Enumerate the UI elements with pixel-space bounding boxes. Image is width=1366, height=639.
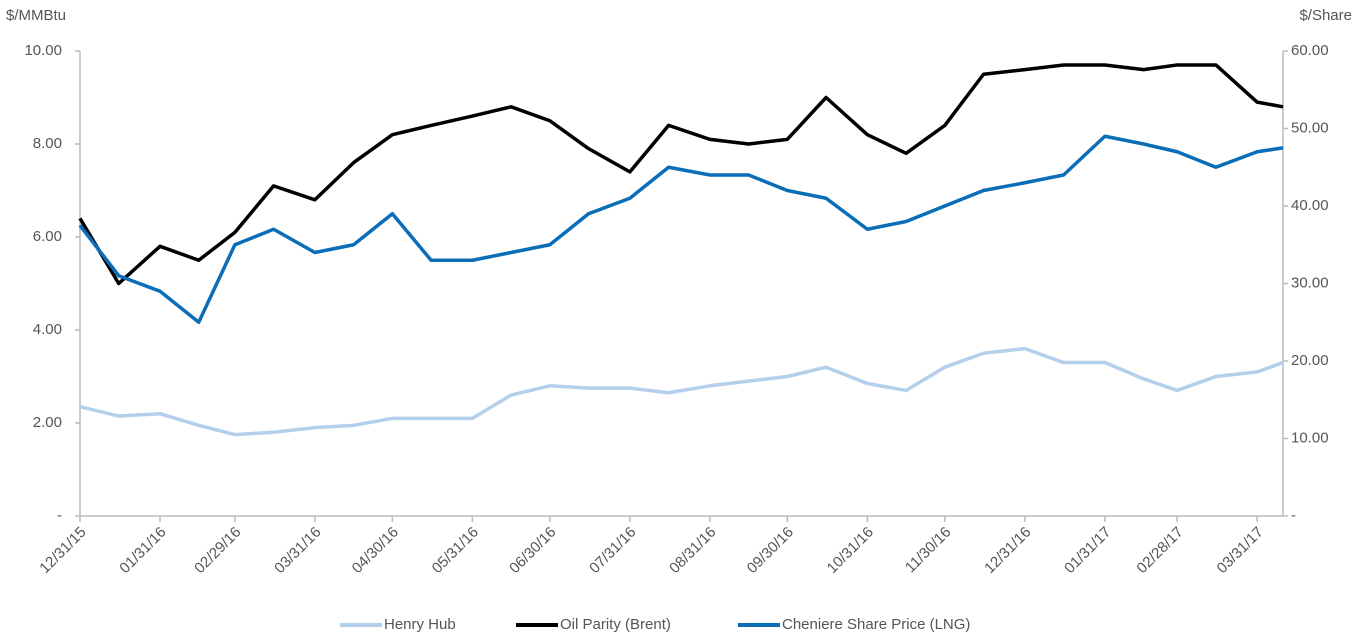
x-tick-label: 05/31/16	[429, 524, 482, 577]
series-line	[79, 346, 1284, 437]
y2-tick-label: 10.00	[1291, 429, 1329, 446]
x-tick-label: 02/29/16	[191, 524, 244, 577]
legend-label: Oil Parity (Brent)	[560, 616, 671, 633]
legend-label: Henry Hub	[384, 616, 456, 633]
x-tick-label: 07/31/16	[586, 524, 639, 577]
legend-label: Cheniere Share Price (LNG)	[782, 616, 970, 633]
x-tick-label: 04/30/16	[349, 524, 402, 577]
x-tick-label: 12/31/16	[981, 524, 1034, 577]
y2-tick-label: 30.00	[1291, 274, 1329, 291]
y2-tick-label: 60.00	[1291, 42, 1329, 59]
x-tick-label: 09/30/16	[744, 524, 797, 577]
x-tick-label: 03/31/16	[271, 524, 324, 577]
y-tick-label: 4.00	[33, 321, 62, 338]
y-axis-label: $/MMBtu	[6, 7, 66, 24]
series-line	[78, 134, 1284, 324]
y-tick-label: 8.00	[33, 135, 62, 152]
y2-tick-label: 50.00	[1291, 119, 1329, 136]
y2-tick-label: 40.00	[1291, 197, 1329, 214]
y2-tick-label: 20.00	[1291, 352, 1329, 369]
x-tick-label: 03/31/17	[1214, 524, 1267, 577]
y2-tick-label: -	[1291, 507, 1296, 524]
x-tick-label: 08/31/16	[666, 524, 719, 577]
series-line	[78, 63, 1284, 286]
x-tick-label: 02/28/17	[1133, 524, 1186, 577]
x-tick-label: 06/30/16	[506, 524, 559, 577]
x-tick-label: 01/31/17	[1061, 524, 1114, 577]
y2-axis-label: $/Share	[1299, 7, 1352, 24]
y-tick-label: 2.00	[33, 414, 62, 431]
x-tick-label: 01/31/16	[116, 524, 169, 577]
y-tick-label: -	[57, 507, 62, 524]
x-tick-label: 10/31/16	[824, 524, 877, 577]
x-tick-label: 11/30/16	[902, 524, 955, 577]
x-tick-label: 12/31/15	[36, 524, 89, 577]
y-tick-label: 6.00	[33, 228, 62, 245]
y-tick-label: 10.00	[24, 42, 62, 59]
